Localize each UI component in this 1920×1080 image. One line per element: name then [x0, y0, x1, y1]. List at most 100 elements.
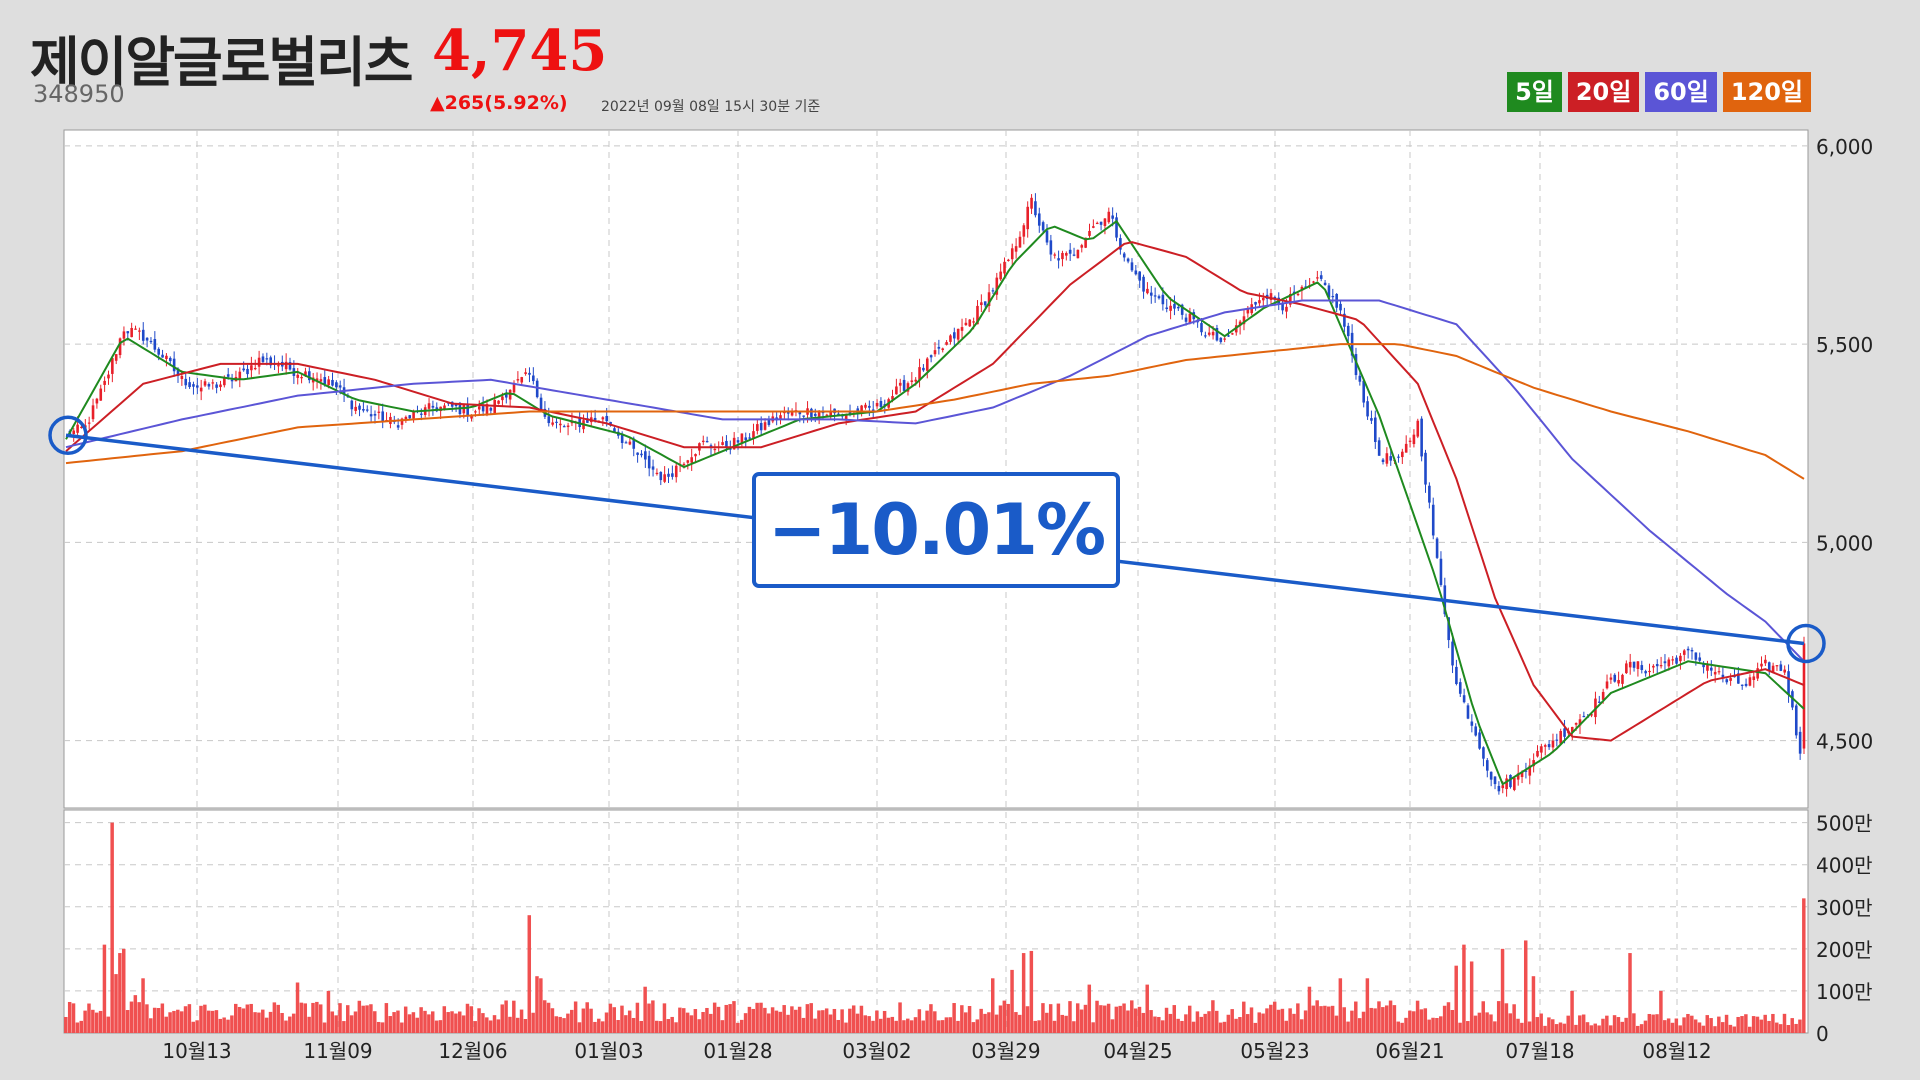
volume-bar: [612, 1007, 616, 1033]
as-of-timestamp: 2022년 09월 08일 15시 30분 기준: [601, 99, 821, 115]
candle-body: [238, 371, 242, 379]
volume-bar: [485, 1017, 489, 1033]
candle-body: [740, 433, 744, 443]
candle-body: [1617, 679, 1620, 684]
volume-bar: [1659, 990, 1663, 1033]
volume-bar: [152, 1007, 157, 1033]
volume-bar: [1566, 1015, 1570, 1033]
candle-body: [1686, 648, 1690, 651]
volume-bar: [747, 1006, 752, 1033]
candle-body: [1219, 337, 1223, 343]
volume-bar: [1060, 1014, 1064, 1033]
volume-bar: [1002, 1000, 1007, 1033]
volume-bar: [701, 1012, 705, 1033]
candle-body: [1794, 705, 1798, 736]
volume-bar: [1218, 1022, 1223, 1033]
candle-body: [1115, 217, 1118, 238]
volume-bar: [492, 1015, 497, 1033]
candle-body: [223, 377, 226, 386]
candle-body: [798, 412, 802, 415]
candle-body: [1169, 305, 1172, 311]
candle-body: [1061, 252, 1064, 260]
volume-bar: [1593, 1023, 1597, 1033]
volume-bar: [1612, 1015, 1617, 1033]
volume-bar: [1006, 1003, 1010, 1033]
volume-bar: [191, 1021, 195, 1033]
volume-bar: [1778, 1024, 1783, 1033]
volume-bar: [1697, 1022, 1702, 1033]
volume-bar: [419, 1007, 423, 1033]
volume-bar: [133, 995, 138, 1033]
candle-body: [1551, 740, 1555, 748]
volume-bar: [790, 1006, 794, 1033]
candle-body: [925, 358, 929, 371]
legend-ma60[interactable]: 60일: [1645, 72, 1717, 112]
volume-bar: [330, 1011, 335, 1033]
candle-body: [1207, 332, 1211, 335]
candle-body: [168, 357, 172, 362]
y-tick-label: 5,500: [1816, 333, 1873, 357]
candle-body: [1582, 715, 1586, 718]
candle-body: [524, 372, 527, 374]
volume-bar: [1072, 1021, 1076, 1033]
volume-bar: [1605, 1015, 1609, 1033]
candle-body: [1045, 230, 1049, 243]
volume-bar: [739, 1019, 744, 1033]
volume-bar: [1539, 1013, 1543, 1033]
volume-bar: [604, 1012, 609, 1033]
candle-body: [960, 327, 964, 331]
candle-body: [404, 416, 408, 420]
candle-body: [327, 379, 330, 386]
volume-bar: [1543, 1025, 1547, 1033]
volume-bar: [1516, 1018, 1520, 1033]
candle-body: [107, 374, 110, 379]
volume-bar: [403, 1006, 408, 1033]
candle-body: [350, 400, 354, 410]
legend-ma20[interactable]: 20일: [1567, 72, 1640, 112]
candle-body: [485, 404, 489, 416]
candle-body: [1655, 664, 1659, 667]
candle-body: [1377, 440, 1381, 456]
candle-body: [1142, 276, 1145, 292]
volume-bar: [407, 1014, 412, 1033]
volume-bar: [890, 1016, 895, 1033]
volume-bar: [1431, 1017, 1435, 1033]
volume-bar: [179, 1011, 184, 1033]
candle-body: [358, 405, 361, 410]
volume-bar: [1419, 1009, 1424, 1033]
candle-body: [1605, 681, 1609, 689]
candle-body: [80, 426, 83, 429]
volume-bar: [1176, 1018, 1180, 1033]
volume-bar: [1338, 978, 1343, 1033]
volume-bar: [720, 1020, 725, 1033]
candle-body: [501, 396, 504, 401]
candle-body: [153, 339, 157, 350]
candle-body: [1520, 771, 1524, 778]
candle-body: [910, 380, 914, 382]
legend-ma5[interactable]: 5일: [1507, 72, 1562, 112]
volume-bar: [566, 1013, 570, 1033]
volume-bar: [326, 990, 331, 1033]
candle-body: [1095, 222, 1099, 225]
volume-bar: [1674, 1018, 1679, 1033]
volume-bar: [226, 1019, 230, 1033]
candle-body: [779, 415, 782, 420]
volume-bar: [307, 1016, 311, 1033]
candle-body: [1737, 673, 1740, 684]
candle-body: [300, 377, 303, 379]
candle-body: [1555, 739, 1559, 741]
candle-body: [922, 367, 925, 371]
volume-bar: [944, 1017, 949, 1033]
candle-body: [1420, 418, 1423, 457]
volume-bar: [1288, 1008, 1292, 1033]
candle-body: [972, 321, 975, 323]
volume-bar: [666, 1019, 671, 1033]
volume-bar: [1670, 1022, 1675, 1033]
legend-ma120[interactable]: 120일: [1722, 72, 1811, 112]
candle-body: [1161, 294, 1165, 305]
candle-body: [1122, 253, 1126, 258]
volume-bar: [875, 1010, 879, 1033]
candle-body: [420, 413, 423, 415]
candle-body: [752, 431, 755, 439]
candle-body: [1516, 773, 1520, 780]
